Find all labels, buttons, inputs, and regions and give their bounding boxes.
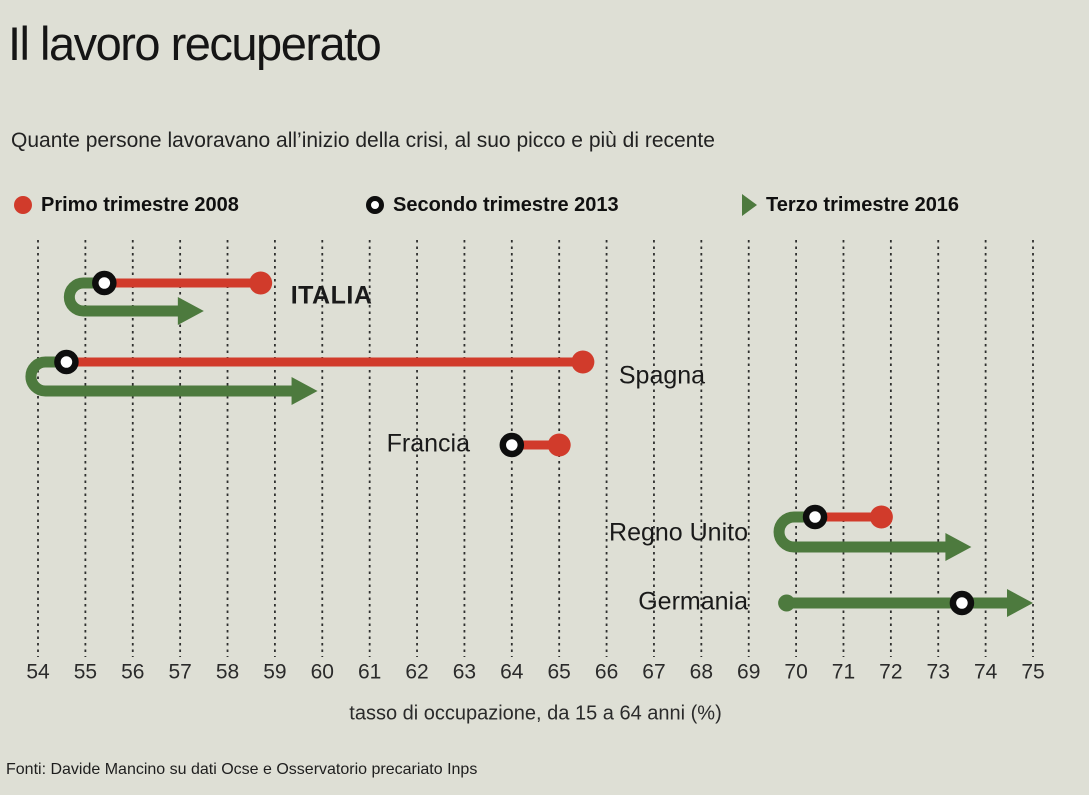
- tick-label-62: 62: [405, 661, 428, 684]
- italia-arrowhead-2016: [177, 297, 204, 325]
- legend-label-2016: Terzo trimestre 2016: [766, 193, 960, 216]
- tick-label-64: 64: [500, 661, 524, 684]
- italia-dot-2008: [249, 271, 273, 295]
- legend-label-2008: Primo trimestre 2008: [41, 193, 239, 216]
- tick-label-57: 57: [168, 661, 191, 684]
- germania-arrowhead-2016: [1007, 589, 1033, 617]
- red-dot-icon: [14, 196, 32, 214]
- regno-unito-ring-2013: [802, 504, 828, 530]
- francia-dot-2008: [547, 433, 571, 457]
- regno-unito-dot-2008: [869, 505, 893, 529]
- legend-item-2016: Terzo trimestre 2016: [742, 192, 959, 218]
- tick-label-66: 66: [595, 661, 618, 684]
- tick-label-70: 70: [784, 661, 807, 684]
- country-label-germania: Germania: [638, 588, 748, 616]
- spagna-ring-2013: [54, 349, 79, 375]
- tick-label-63: 63: [453, 661, 476, 684]
- tick-label-58: 58: [216, 661, 239, 684]
- spagna-arrow-2016: [25, 356, 300, 397]
- germania-ring-2013: [949, 590, 975, 616]
- tick-label-68: 68: [690, 661, 713, 684]
- tick-label-65: 65: [548, 661, 571, 684]
- tick-label-56: 56: [121, 661, 144, 684]
- tick-label-59: 59: [263, 661, 286, 684]
- regno-unito-arrowhead-2016: [945, 533, 972, 561]
- spagna-dot-2008: [571, 350, 595, 374]
- page-title: Il lavoro recuperato: [8, 17, 382, 70]
- germania-start-2008: [778, 594, 796, 612]
- legend-item-2013: Secondo trimestre 2013: [366, 192, 619, 218]
- x-axis-title: tasso di occupazione, da 15 a 64 anni (%…: [349, 702, 721, 724]
- black-ring-icon: [366, 196, 384, 214]
- tick-label-67: 67: [642, 661, 665, 684]
- spagna-arrowhead-2016: [291, 377, 318, 405]
- legend-item-2008: Primo trimestre 2008: [14, 192, 239, 218]
- tick-label-61: 61: [358, 661, 381, 684]
- source-note: Fonti: Davide Mancino su dati Ocse e Oss…: [6, 761, 478, 778]
- country-label-spagna: Spagna: [619, 362, 705, 390]
- tick-label-69: 69: [737, 661, 760, 684]
- country-label-francia: Francia: [387, 430, 470, 458]
- tick-label-71: 71: [832, 661, 855, 684]
- tick-label-75: 75: [1021, 661, 1044, 684]
- chart-subtitle: Quante persone lavoravano all’inizio del…: [11, 129, 715, 152]
- italia-ring-2013: [92, 270, 117, 296]
- francia-ring-2013: [499, 432, 525, 458]
- green-arrow-icon: [742, 194, 757, 216]
- tick-label-60: 60: [311, 661, 334, 684]
- regno-unito-arrow-2016: [773, 511, 953, 553]
- tick-label-55: 55: [74, 661, 97, 684]
- country-label-italia: ITALIA: [291, 282, 373, 310]
- country-label-regno-unito: Regno Unito: [609, 519, 748, 547]
- tick-label-72: 72: [879, 661, 902, 684]
- legend-label-2013: Secondo trimestre 2013: [393, 193, 619, 216]
- tick-label-73: 73: [927, 661, 950, 684]
- tick-label-54: 54: [26, 661, 50, 684]
- tick-label-74: 74: [974, 661, 998, 684]
- italia-arrow-2016: [63, 277, 186, 317]
